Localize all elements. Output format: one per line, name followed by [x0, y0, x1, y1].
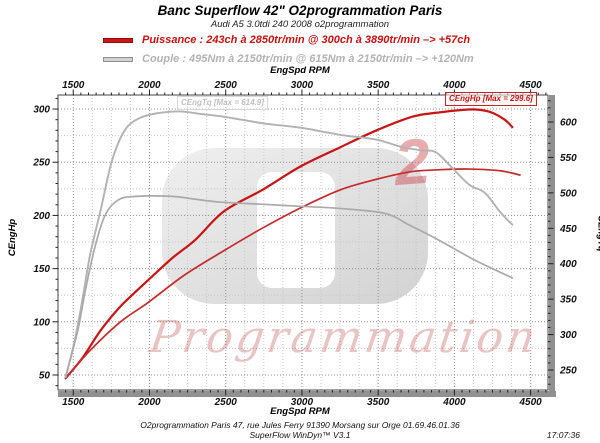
svg-text:1500: 1500: [62, 397, 85, 408]
footer-address: O2programmation Paris 47, rue Jules Ferr…: [140, 420, 460, 430]
plot-grid: [58, 95, 548, 390]
svg-text:400: 400: [559, 259, 577, 270]
svg-text:500: 500: [560, 188, 577, 199]
svg-text:250: 250: [559, 366, 577, 377]
svg-text:4000: 4000: [442, 397, 466, 408]
power-max-annotation: CEngHp [Max = 299.6]: [445, 92, 537, 106]
legend-label-power: Puissance : 243ch à 2850tr/min @ 300ch à…: [142, 34, 471, 46]
curve-couple-origine: [64, 195, 514, 378]
plot-shadow-bottom: [58, 391, 556, 397]
svg-text:1500: 1500: [62, 80, 85, 91]
curve-puissance-modifiee: [64, 108, 514, 380]
tick-labels: 1500150020002000250025003000300035003500…: [32, 80, 577, 408]
footer-software: SuperFlow WinDyn™ V3.1: [249, 430, 351, 440]
top-axis-label: EngSpd RPM: [270, 65, 330, 76]
svg-text:3000: 3000: [291, 80, 314, 91]
svg-text:2500: 2500: [214, 397, 238, 408]
legend-row-torque: Couple : 495Nm à 2150tr/min @ 615Nm à 21…: [103, 53, 474, 65]
plot-shadow-right: [549, 95, 555, 397]
watermark-script-text: Programmation: [145, 312, 541, 363]
page-title: Banc Superflow 42" O2programmation Paris: [157, 3, 443, 18]
page-subtitle: Audi A5 3.0tdi 240 2008 o2programmation: [210, 19, 390, 30]
power-line-swatch: [103, 37, 133, 43]
svg-text:350: 350: [560, 295, 577, 306]
svg-text:2000: 2000: [137, 80, 161, 91]
svg-text:550: 550: [560, 153, 577, 164]
svg-text:4500: 4500: [518, 80, 542, 91]
svg-text:3000: 3000: [291, 397, 314, 408]
torque-max-annotation: CEngTq [Max = 614.9]: [177, 96, 268, 110]
svg-text:3500: 3500: [367, 80, 390, 91]
svg-text:200: 200: [32, 211, 50, 222]
svg-text:250: 250: [32, 158, 50, 169]
svg-text:450: 450: [559, 224, 577, 235]
svg-text:600: 600: [560, 117, 577, 128]
svg-text:2500: 2500: [214, 80, 238, 91]
svg-text:4000: 4000: [442, 80, 466, 91]
legend-label-torque: Couple : 495Nm à 2150tr/min @ 615Nm à 21…: [142, 53, 474, 65]
legend-row-power: Puissance : 243ch à 2850tr/min @ 300ch à…: [103, 34, 470, 46]
svg-text:4500: 4500: [518, 397, 542, 408]
svg-text:300: 300: [33, 105, 50, 116]
svg-text:300: 300: [560, 330, 577, 341]
curve-couple-modifie: [64, 110, 514, 379]
footer-time: 17:07:36: [546, 430, 580, 440]
torque-line-swatch: [103, 56, 133, 62]
svg-text:3500: 3500: [367, 397, 390, 408]
bottom-axis-label: EngSpd RPM: [270, 406, 330, 417]
svg-text:50: 50: [39, 371, 51, 382]
svg-text:150: 150: [33, 264, 50, 275]
svg-text:2000: 2000: [137, 397, 161, 408]
curve-puissance-origine: [64, 168, 521, 380]
svg-text:100: 100: [33, 317, 50, 328]
watermark-logo: 2: [162, 125, 432, 304]
